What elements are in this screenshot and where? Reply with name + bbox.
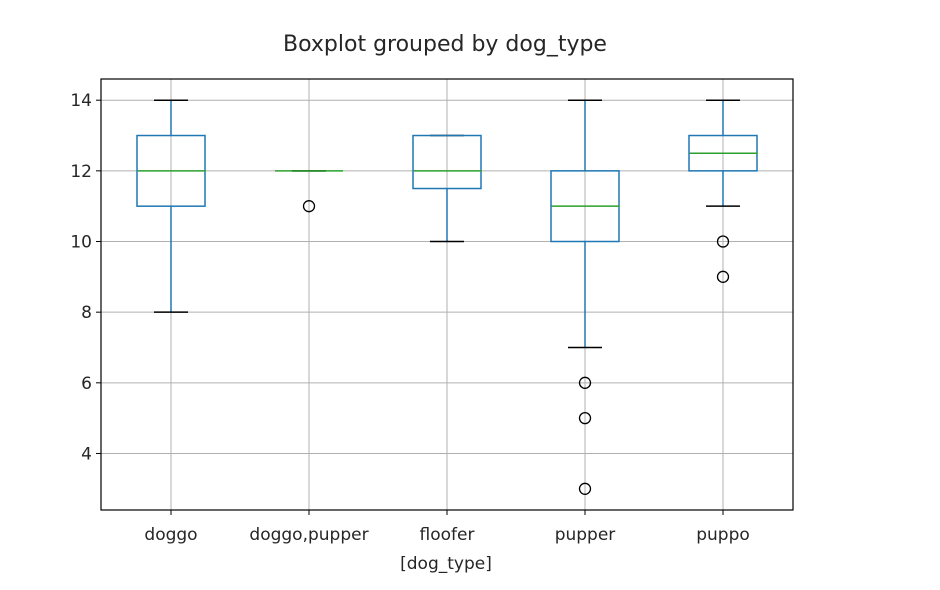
x-tick-label: pupper — [555, 525, 616, 545]
y-tick-label: 6 — [81, 374, 92, 394]
x-tick-label: floofer — [420, 525, 475, 545]
y-tick-label: 8 — [81, 303, 92, 323]
y-tick-label: 10 — [70, 233, 92, 253]
box-layer — [136, 99, 758, 495]
y-tick-label: 14 — [70, 91, 92, 111]
flier-point — [716, 270, 730, 283]
y-tick-label: 12 — [70, 162, 92, 182]
flier-point — [578, 376, 592, 389]
y-tick-label: 4 — [81, 444, 92, 464]
flier-point — [578, 411, 592, 425]
x-tick-label: doggo — [144, 525, 197, 545]
flier-point — [578, 482, 592, 495]
flier-point — [302, 200, 316, 213]
chart-title: Boxplot grouped by dog_type — [283, 32, 607, 57]
flier-point — [716, 235, 730, 248]
x-tick-label: doggo,pupper — [249, 525, 368, 545]
tick-layer: 4 6 8 10 12 14 doggo doggo,pupper floofer pupper p… — [70, 91, 749, 545]
box-floofer — [412, 134, 482, 190]
x-axis-label: [dog_type] — [400, 554, 492, 574]
x-tick-label: puppo — [696, 525, 750, 545]
